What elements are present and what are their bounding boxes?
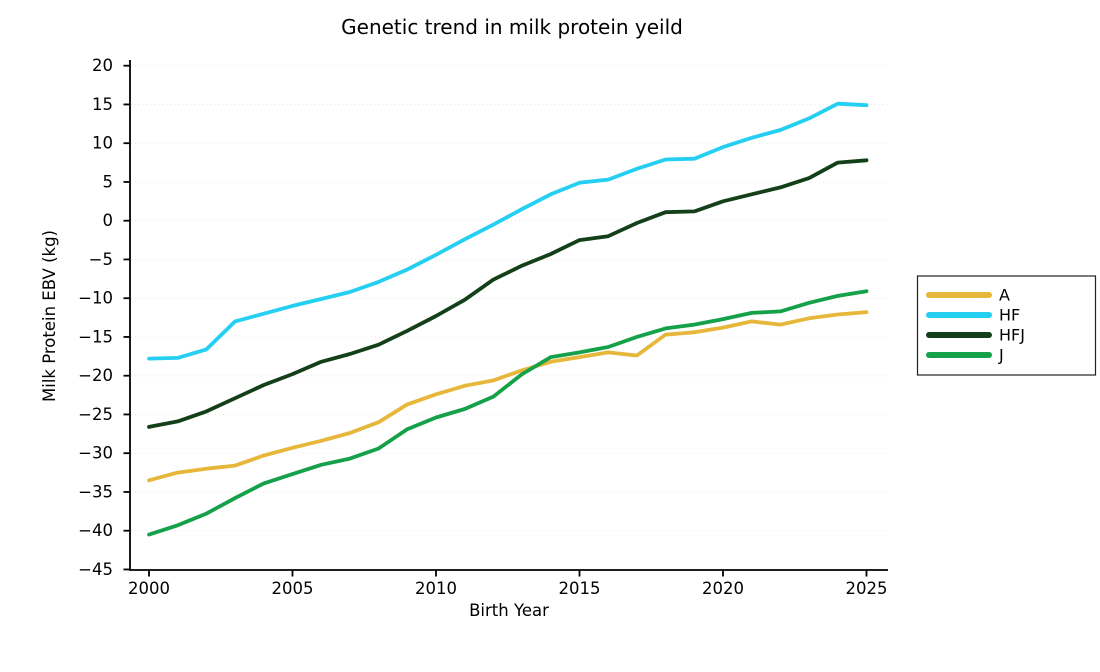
y-tick-label: −30 bbox=[78, 444, 113, 463]
y-axis-label: Milk Protein EBV (kg) bbox=[40, 230, 59, 402]
y-tick-label: 15 bbox=[92, 95, 113, 114]
legend-label-J: J bbox=[998, 346, 1004, 365]
y-tick-label: −15 bbox=[78, 327, 113, 346]
x-tick-label: 2000 bbox=[128, 579, 170, 598]
x-tick-label: 2020 bbox=[702, 579, 744, 598]
y-tick-label: −40 bbox=[78, 521, 113, 540]
x-tick-label: 2010 bbox=[415, 579, 457, 598]
y-tick-label: −20 bbox=[78, 366, 113, 385]
y-tick-label: 5 bbox=[103, 172, 114, 191]
series-line-HFJ bbox=[147, 158, 869, 429]
y-tick-label: 20 bbox=[92, 56, 113, 75]
x-axis-label: Birth Year bbox=[469, 601, 549, 620]
y-tick-label: 10 bbox=[92, 134, 113, 153]
y-tick-label: −45 bbox=[78, 560, 113, 579]
series-line-HF bbox=[147, 101, 869, 361]
legend-label-HF: HF bbox=[999, 306, 1020, 325]
y-axis-ticks: 20 15 10 5 0 −5 −10 −15 −20 −25 −30 −35 −40 −45 bbox=[78, 56, 130, 579]
series-line-J bbox=[147, 289, 869, 537]
chart-title: Genetic trend in milk protein yeild bbox=[341, 15, 683, 39]
legend-label-A: A bbox=[999, 286, 1010, 305]
y-tick-label: −35 bbox=[78, 482, 113, 501]
x-tick-label: 2025 bbox=[846, 579, 888, 598]
x-tick-label: 2015 bbox=[559, 579, 601, 598]
y-tick-label: 0 bbox=[103, 211, 114, 230]
x-tick-label: 2005 bbox=[272, 579, 314, 598]
y-tick-label: −10 bbox=[78, 289, 113, 308]
y-tick-label: −25 bbox=[78, 405, 113, 424]
y-tick-label: −5 bbox=[89, 250, 113, 269]
legend-label-HFJ: HFJ bbox=[999, 326, 1025, 345]
series-lines bbox=[147, 101, 869, 537]
x-axis-ticks: 2000 2005 2010 2015 2020 2025 bbox=[128, 570, 888, 598]
series-line-A bbox=[147, 310, 869, 483]
axes bbox=[129, 60, 888, 571]
